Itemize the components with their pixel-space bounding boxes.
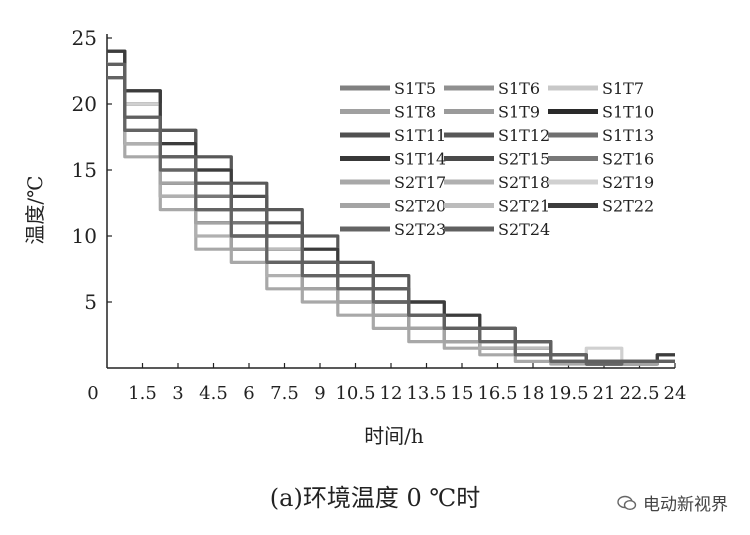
x-tick-label: 4.5 [199, 383, 228, 404]
x-tick-label: 12 [380, 383, 403, 404]
y-tick-label: 15 [72, 158, 97, 182]
legend-label: S1T9 [498, 103, 540, 122]
y-tick-label: 25 [72, 26, 97, 50]
legend-label: S2T16 [602, 150, 654, 169]
legend-label: S2T20 [394, 197, 446, 216]
x-tick-label: 19.5 [548, 383, 588, 404]
watermark-text: 电动新视界 [643, 495, 728, 515]
legend-label: S1T10 [602, 103, 654, 122]
legend-label: S1T7 [602, 79, 644, 98]
legend-label: S1T8 [394, 103, 436, 122]
y-axis-label: 温度/℃ [23, 175, 47, 244]
legend-label: S2T21 [498, 197, 550, 216]
x-tick-label: 15 [451, 383, 474, 404]
legend-label: S2T18 [498, 173, 550, 192]
legend-label: S2T22 [602, 197, 654, 216]
x-tick-label: 3 [172, 383, 183, 404]
x-tick-label: 18 [522, 383, 545, 404]
x-tick-label: 6 [243, 383, 254, 404]
legend-label: S2T24 [498, 220, 550, 239]
legend-label: S1T11 [394, 126, 446, 145]
x-tick-label: 13.5 [406, 383, 446, 404]
legend-label: S1T5 [394, 79, 436, 98]
series-line-s2t23 [107, 76, 675, 366]
legend-label: S2T23 [394, 220, 446, 239]
x-tick-label: 1.5 [128, 383, 157, 404]
x-tick-label: 0 [87, 383, 98, 404]
figure-caption: (a)环境温度 0 ℃时 [269, 484, 481, 512]
legend-label: S1T14 [394, 150, 446, 169]
watermark: 电动新视界 [617, 490, 728, 515]
legend-label: S1T6 [498, 79, 540, 98]
wechat-icon [617, 495, 637, 510]
x-tick-label: 7.5 [270, 383, 299, 404]
x-axis-label: 时间/h [364, 424, 424, 448]
y-tick-label: 5 [84, 290, 97, 314]
x-tick-label: 22.5 [619, 383, 659, 404]
chart-legend: S1T5 S1T6 S1T7 S1T8 S1T9 S1T10 S1T11 S1T12 S1T13… [340, 79, 654, 239]
legend-label: S1T13 [602, 126, 654, 145]
series-line-s2t24 [107, 62, 675, 363]
x-tick-label: 10.5 [335, 383, 375, 404]
x-tick-label: 9 [314, 383, 325, 404]
legend-label: S1T12 [498, 126, 550, 145]
legend-label: S2T17 [394, 173, 446, 192]
x-tick-label: 21 [593, 383, 616, 404]
x-tick-label: 24 [664, 383, 687, 404]
series-layer [107, 49, 675, 366]
y-tick-label: 20 [72, 92, 97, 116]
x-tick-label: 16.5 [477, 383, 517, 404]
y-tick-label: 10 [72, 224, 97, 248]
legend-label: S2T19 [602, 173, 654, 192]
legend-label: S2T15 [498, 150, 550, 169]
